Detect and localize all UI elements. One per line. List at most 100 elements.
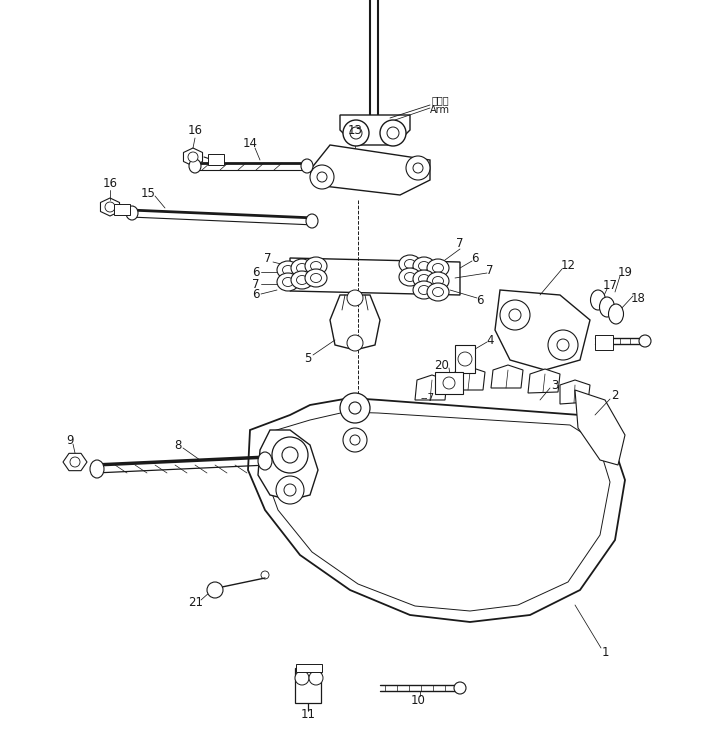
Circle shape — [548, 330, 578, 360]
Bar — [114, 204, 130, 215]
Text: 2: 2 — [611, 388, 619, 401]
Ellipse shape — [301, 159, 313, 173]
Ellipse shape — [590, 290, 605, 310]
Ellipse shape — [433, 263, 444, 272]
Ellipse shape — [277, 261, 299, 279]
Ellipse shape — [311, 261, 321, 271]
Text: 11: 11 — [301, 708, 316, 722]
Ellipse shape — [427, 283, 449, 301]
Polygon shape — [330, 295, 380, 350]
Bar — [296, 664, 322, 672]
Ellipse shape — [454, 682, 466, 694]
Text: 9: 9 — [66, 433, 74, 446]
Ellipse shape — [189, 159, 201, 173]
Circle shape — [387, 127, 399, 139]
Text: 21: 21 — [188, 596, 203, 610]
Text: 10: 10 — [411, 694, 426, 706]
Circle shape — [350, 127, 362, 139]
Ellipse shape — [427, 259, 449, 277]
Circle shape — [443, 377, 455, 389]
Circle shape — [207, 582, 223, 598]
Ellipse shape — [399, 255, 421, 273]
Text: 20: 20 — [434, 359, 449, 371]
Polygon shape — [310, 145, 430, 195]
Text: --7: --7 — [421, 393, 435, 403]
Ellipse shape — [126, 206, 138, 220]
Text: 6: 6 — [252, 266, 260, 278]
Ellipse shape — [311, 274, 321, 283]
Polygon shape — [491, 365, 523, 388]
Text: 17: 17 — [603, 278, 618, 292]
Polygon shape — [183, 148, 203, 166]
Polygon shape — [495, 290, 590, 370]
Polygon shape — [575, 390, 625, 465]
Bar — [455, 345, 475, 373]
Polygon shape — [265, 412, 610, 611]
Ellipse shape — [413, 281, 435, 299]
Ellipse shape — [600, 297, 615, 317]
Polygon shape — [290, 258, 460, 295]
Text: 15: 15 — [140, 187, 155, 199]
Circle shape — [272, 437, 308, 473]
Ellipse shape — [413, 257, 435, 275]
Ellipse shape — [418, 275, 429, 283]
Polygon shape — [63, 453, 87, 471]
Circle shape — [380, 120, 406, 146]
Bar — [295, 668, 321, 703]
Text: Arm: Arm — [430, 105, 450, 115]
Circle shape — [458, 352, 472, 366]
Polygon shape — [340, 115, 410, 145]
Ellipse shape — [418, 286, 429, 294]
Circle shape — [406, 156, 430, 180]
Text: 5: 5 — [304, 351, 312, 365]
Text: 16: 16 — [188, 123, 203, 137]
Ellipse shape — [399, 268, 421, 286]
Ellipse shape — [296, 263, 308, 272]
Text: アーム: アーム — [431, 95, 449, 105]
Text: 6: 6 — [471, 252, 479, 264]
Circle shape — [317, 172, 327, 182]
Text: 12: 12 — [561, 258, 575, 272]
Text: 7: 7 — [252, 277, 260, 291]
Circle shape — [413, 163, 423, 173]
Circle shape — [500, 300, 530, 330]
Circle shape — [343, 428, 367, 452]
Ellipse shape — [639, 335, 651, 347]
Circle shape — [105, 202, 115, 212]
Ellipse shape — [413, 270, 435, 288]
Text: 3: 3 — [551, 379, 559, 391]
Ellipse shape — [90, 460, 104, 478]
Ellipse shape — [305, 269, 327, 287]
Circle shape — [295, 671, 309, 685]
Polygon shape — [415, 375, 447, 400]
Circle shape — [309, 671, 323, 685]
Text: 7: 7 — [457, 236, 464, 249]
Ellipse shape — [608, 304, 623, 324]
Ellipse shape — [291, 271, 313, 289]
Ellipse shape — [427, 272, 449, 290]
Text: 18: 18 — [631, 292, 646, 305]
Text: 7: 7 — [486, 263, 494, 277]
Ellipse shape — [283, 277, 293, 286]
Ellipse shape — [306, 214, 318, 228]
Circle shape — [310, 165, 334, 189]
Text: 13: 13 — [347, 123, 362, 137]
Polygon shape — [248, 398, 625, 622]
Polygon shape — [258, 430, 318, 500]
Circle shape — [347, 335, 363, 351]
Text: 8: 8 — [174, 438, 182, 452]
Ellipse shape — [405, 272, 416, 281]
Text: 6: 6 — [476, 294, 484, 306]
Polygon shape — [560, 380, 590, 404]
Circle shape — [343, 120, 369, 146]
Text: 1: 1 — [601, 646, 609, 658]
Ellipse shape — [296, 275, 308, 285]
Text: 6: 6 — [252, 288, 260, 300]
Polygon shape — [101, 198, 119, 216]
Ellipse shape — [277, 273, 299, 291]
Circle shape — [347, 290, 363, 306]
Text: 14: 14 — [242, 137, 257, 150]
Ellipse shape — [305, 257, 327, 275]
Text: 7: 7 — [265, 252, 272, 264]
Bar — [595, 335, 613, 350]
